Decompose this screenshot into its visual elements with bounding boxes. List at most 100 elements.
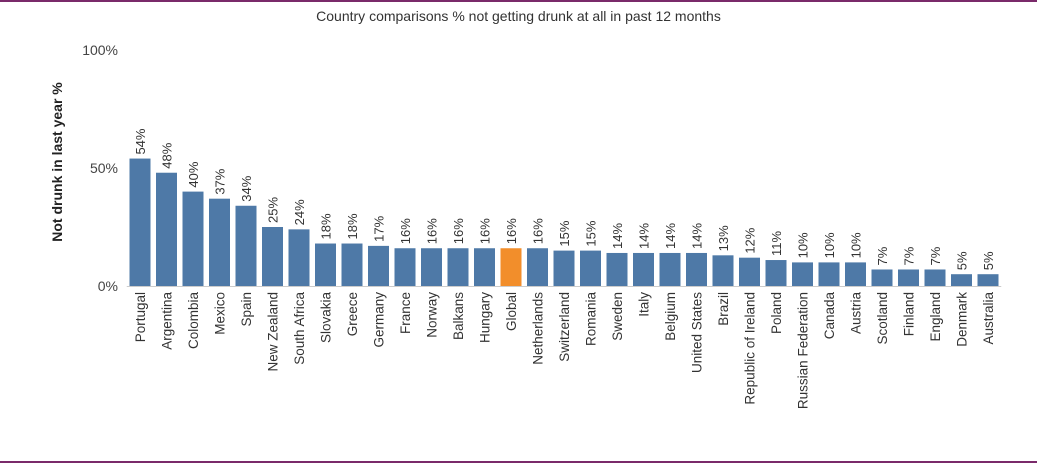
bar-value-label: 18% bbox=[345, 213, 360, 239]
category-label: Mexico bbox=[213, 292, 228, 335]
bar-value-label: 15% bbox=[584, 220, 599, 246]
category-label: Romania bbox=[584, 292, 599, 347]
bar-value-label: 54% bbox=[133, 128, 148, 154]
bar-value-label: 7% bbox=[875, 246, 890, 265]
bar bbox=[845, 262, 866, 286]
bar bbox=[818, 262, 840, 286]
bar bbox=[924, 269, 946, 286]
category-label: Germany bbox=[372, 292, 387, 348]
bar bbox=[288, 229, 310, 286]
bar bbox=[765, 260, 787, 286]
category-label: Scotland bbox=[875, 292, 890, 345]
y-axis-label: Not drunk in last year % bbox=[49, 82, 65, 242]
category-label: England bbox=[928, 292, 943, 342]
category-label: Finland bbox=[902, 292, 917, 336]
bar-value-label: 10% bbox=[822, 232, 837, 258]
bar-value-label: 37% bbox=[213, 168, 228, 194]
bar bbox=[156, 172, 177, 286]
category-label: Argentina bbox=[160, 292, 175, 350]
bar bbox=[315, 243, 336, 286]
bar bbox=[871, 269, 893, 286]
category-label: Austria bbox=[849, 292, 864, 335]
bar-value-label: 16% bbox=[531, 218, 546, 244]
bar bbox=[341, 243, 363, 286]
bar bbox=[951, 274, 972, 286]
bar bbox=[182, 191, 204, 286]
bar-value-label: 14% bbox=[663, 223, 678, 249]
y-tick-label: 0% bbox=[98, 278, 118, 294]
bar bbox=[792, 262, 813, 286]
bar-value-label: 14% bbox=[610, 223, 625, 249]
y-tick-label: 100% bbox=[82, 42, 118, 58]
bar-value-label: 5% bbox=[955, 251, 970, 270]
bar-value-label: 7% bbox=[902, 246, 917, 265]
bar-value-label: 16% bbox=[425, 218, 440, 244]
category-label: Brazil bbox=[716, 292, 731, 326]
category-label: Portugal bbox=[133, 292, 148, 342]
category-label: Switzerland bbox=[557, 292, 572, 362]
bar-value-label: 16% bbox=[451, 218, 466, 244]
bar bbox=[500, 248, 522, 286]
bar bbox=[659, 252, 681, 286]
bar bbox=[712, 255, 734, 286]
bar bbox=[447, 248, 469, 286]
bar bbox=[262, 227, 283, 286]
category-label: United States bbox=[690, 292, 705, 373]
category-label: Spain bbox=[239, 292, 254, 327]
category-label: Sweden bbox=[610, 292, 625, 341]
bar-value-label: 48% bbox=[160, 142, 175, 168]
bar bbox=[633, 252, 654, 286]
bar-value-label: 40% bbox=[186, 161, 201, 187]
category-label: Belgium bbox=[663, 292, 678, 341]
bar-value-label: 16% bbox=[478, 218, 493, 244]
category-labels: Portugal Argentina Colombia Mexico Spain New … bbox=[133, 292, 996, 410]
bar bbox=[421, 248, 442, 286]
category-label: France bbox=[398, 292, 413, 334]
category-label: Hungary bbox=[478, 292, 493, 343]
bar-value-label: 11% bbox=[769, 231, 784, 256]
bar-value-label: 14% bbox=[637, 223, 652, 249]
category-label: Canada bbox=[822, 292, 837, 340]
bar bbox=[580, 250, 601, 286]
bar bbox=[553, 250, 575, 286]
category-label: Greece bbox=[345, 292, 360, 336]
category-label: Slovakia bbox=[319, 292, 334, 344]
category-label: Russian Federation bbox=[796, 292, 811, 409]
category-label: Netherlands bbox=[531, 292, 546, 365]
top-border bbox=[0, 0, 1037, 2]
category-label: Republic of Ireland bbox=[743, 292, 758, 405]
category-label: Italy bbox=[637, 292, 652, 317]
bar-value-label: 10% bbox=[796, 232, 811, 258]
bar-value-label: 18% bbox=[319, 213, 334, 239]
bar-value-label: 24% bbox=[292, 199, 307, 225]
bar bbox=[739, 257, 760, 286]
bar-value-label: 7% bbox=[928, 246, 943, 265]
bar bbox=[606, 252, 628, 286]
bar bbox=[394, 248, 416, 286]
bar-value-label: 14% bbox=[690, 223, 705, 249]
bar bbox=[474, 248, 495, 286]
category-label: South Africa bbox=[292, 292, 307, 365]
category-label: Denmark bbox=[955, 292, 970, 347]
bar-value-label: 10% bbox=[849, 232, 864, 258]
y-axis: 0% 50% 100% bbox=[82, 42, 118, 294]
bar bbox=[977, 274, 999, 286]
category-label: Australia bbox=[981, 292, 996, 345]
category-label: Global bbox=[504, 292, 519, 331]
category-label: Balkans bbox=[451, 292, 466, 340]
bar-value-label: 16% bbox=[504, 218, 519, 244]
value-labels: 54% 48% 40% 37% 34% 25% 24% 18% 18% 17% 16% 16% 16% 1… bbox=[133, 128, 996, 270]
y-tick-label: 50% bbox=[90, 160, 118, 176]
category-label: New Zealand bbox=[266, 292, 281, 372]
bar-value-label: 15% bbox=[557, 220, 572, 246]
bar bbox=[686, 252, 707, 286]
bottom-border bbox=[0, 461, 1037, 463]
bar-value-label: 12% bbox=[743, 227, 758, 253]
bar-value-label: 34% bbox=[239, 175, 254, 201]
bar-value-label: 16% bbox=[398, 218, 413, 244]
bar bbox=[209, 198, 230, 286]
bar bbox=[527, 248, 548, 286]
bar-value-label: 25% bbox=[266, 197, 281, 223]
bar bbox=[898, 269, 919, 286]
